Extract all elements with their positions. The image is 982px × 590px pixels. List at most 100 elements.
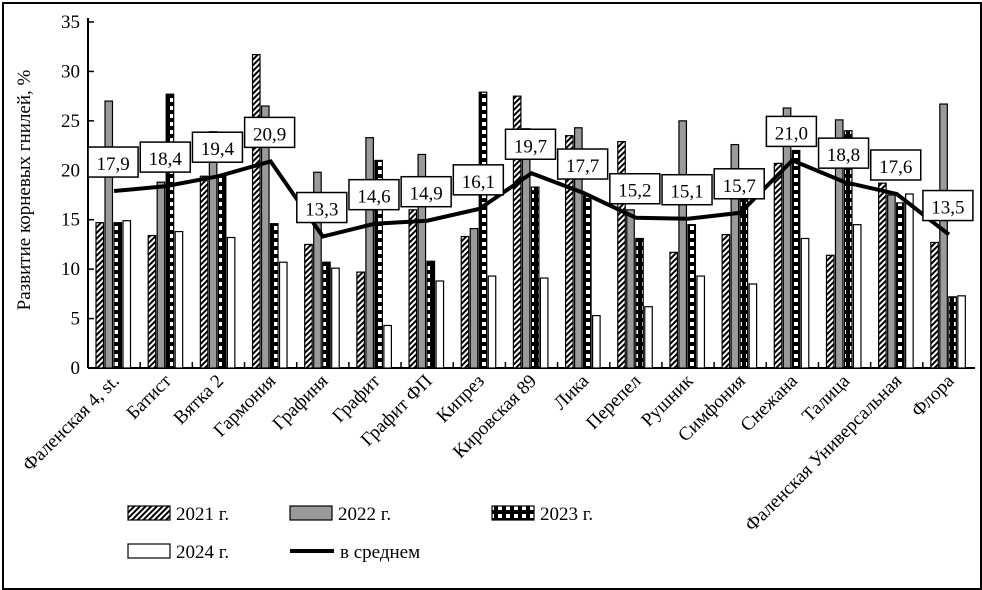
bar-2023-15 xyxy=(896,202,905,369)
legend-swatch xyxy=(127,543,171,559)
bar-2024-12 xyxy=(748,283,758,369)
bar-2023-6 xyxy=(426,260,436,369)
bar-2021-9 xyxy=(564,135,574,369)
average-label-box xyxy=(713,168,765,200)
bar-2024-1 xyxy=(174,230,184,369)
average-label-box xyxy=(765,115,818,148)
average-data-label: 18,4 xyxy=(149,149,183,170)
average-data-label: 17,7 xyxy=(566,156,599,177)
bar-2022-2 xyxy=(208,131,218,369)
bar-2023-9 xyxy=(582,195,592,369)
bar-2022-6 xyxy=(417,153,427,369)
bar-2023-12 xyxy=(739,199,749,369)
bar-2021-3 xyxy=(251,54,261,369)
average-data-label: 16,1 xyxy=(462,172,495,193)
bar-2021-7 xyxy=(460,235,470,369)
y-tick-label: 35 xyxy=(61,12,80,33)
bar-2023-2 xyxy=(217,174,227,369)
bar-2021-13 xyxy=(773,162,783,369)
bar-2024-11 xyxy=(696,275,706,369)
average-data-label: 13,3 xyxy=(305,200,338,221)
y-axis-label: Развитие корневых гнилей, % xyxy=(14,69,35,310)
average-line xyxy=(113,158,951,239)
average-label-box xyxy=(348,178,400,211)
bar-2023-1 xyxy=(165,93,175,369)
average-label-box xyxy=(609,172,661,205)
average-data-label: 17,6 xyxy=(879,157,912,178)
legend-swatch xyxy=(491,505,535,521)
bar-2024-10 xyxy=(644,306,653,369)
average-label-box xyxy=(504,128,557,161)
x-tick-label: Батист xyxy=(123,370,177,424)
average-data-label: 19,7 xyxy=(514,136,547,157)
legend-label: в среднем xyxy=(340,542,420,563)
bar-2023-4 xyxy=(322,261,331,369)
bar-2021-16 xyxy=(930,241,939,369)
bar-2022-5 xyxy=(365,137,374,369)
x-tick-label: Графиня xyxy=(269,371,333,435)
bar-2023-3 xyxy=(269,223,279,369)
y-tick-label: 10 xyxy=(61,259,80,280)
bar-2022-10 xyxy=(626,209,635,369)
bar-2022-12 xyxy=(730,143,740,369)
y-tick-label: 30 xyxy=(61,61,80,82)
y-tick-label: 25 xyxy=(61,111,80,132)
average-data-label: 15,2 xyxy=(618,181,651,202)
bar-2024-15 xyxy=(905,193,914,369)
legend-label: 2023 г. xyxy=(540,504,593,525)
average-label-box xyxy=(556,148,609,180)
legend-swatch xyxy=(289,505,333,521)
bar-2023-13 xyxy=(791,149,801,369)
bar-2024-2 xyxy=(226,236,236,369)
average-data-label: 14,6 xyxy=(357,187,390,208)
average-data-label: 18,8 xyxy=(827,145,860,166)
bar-2021-12 xyxy=(721,233,731,369)
legend-label: 2022 г. xyxy=(338,504,391,525)
bar-2022-11 xyxy=(678,120,688,369)
bar-2022-1 xyxy=(156,181,166,369)
average-label-box xyxy=(817,137,870,169)
average-data-label: 15,1 xyxy=(670,182,703,203)
bar-2022-13 xyxy=(782,107,792,369)
x-tick-label: Фаленская 4, st. xyxy=(19,371,124,476)
average-label-box xyxy=(661,173,713,206)
bar-2021-15 xyxy=(878,182,887,369)
bar-2024-13 xyxy=(800,237,810,369)
bar-2022-3 xyxy=(260,105,270,369)
average-data-label: 21,0 xyxy=(775,123,808,144)
bar-2024-14 xyxy=(852,224,862,369)
y-tick-label: 15 xyxy=(61,210,80,231)
bar-2022-7 xyxy=(469,228,479,369)
bar-2024-0 xyxy=(122,220,132,369)
average-data-label: 19,4 xyxy=(201,139,235,160)
bar-2021-1 xyxy=(147,234,157,369)
bar-2022-0 xyxy=(104,100,114,369)
bar-2021-11 xyxy=(669,251,679,369)
bar-2021-2 xyxy=(199,175,209,369)
bar-2021-6 xyxy=(408,209,418,369)
bar-2023-8 xyxy=(530,186,540,369)
average-data-label: 17,9 xyxy=(96,154,129,175)
average-label-box xyxy=(139,141,192,173)
bar-2022-14 xyxy=(834,119,844,369)
bar-2021-0 xyxy=(95,222,105,369)
y-tick-label: 5 xyxy=(71,309,81,330)
bar-2022-16 xyxy=(939,103,948,369)
bar-2021-5 xyxy=(356,271,365,369)
bar-2024-3 xyxy=(278,261,288,369)
average-label-box xyxy=(191,131,244,163)
average-label-box xyxy=(296,191,348,224)
bar-2024-8 xyxy=(539,277,549,369)
bar-2023-0 xyxy=(113,222,123,369)
bar-2022-4 xyxy=(313,171,322,369)
average-label-box xyxy=(922,189,974,222)
average-label-box xyxy=(452,164,505,196)
bar-2023-11 xyxy=(687,224,697,369)
bar-2023-14 xyxy=(843,130,853,369)
x-tick-label: Лика xyxy=(550,370,594,414)
bar-2024-6 xyxy=(435,280,445,369)
average-data-label: 15,7 xyxy=(723,176,756,197)
average-data-label: 14,9 xyxy=(410,184,443,205)
